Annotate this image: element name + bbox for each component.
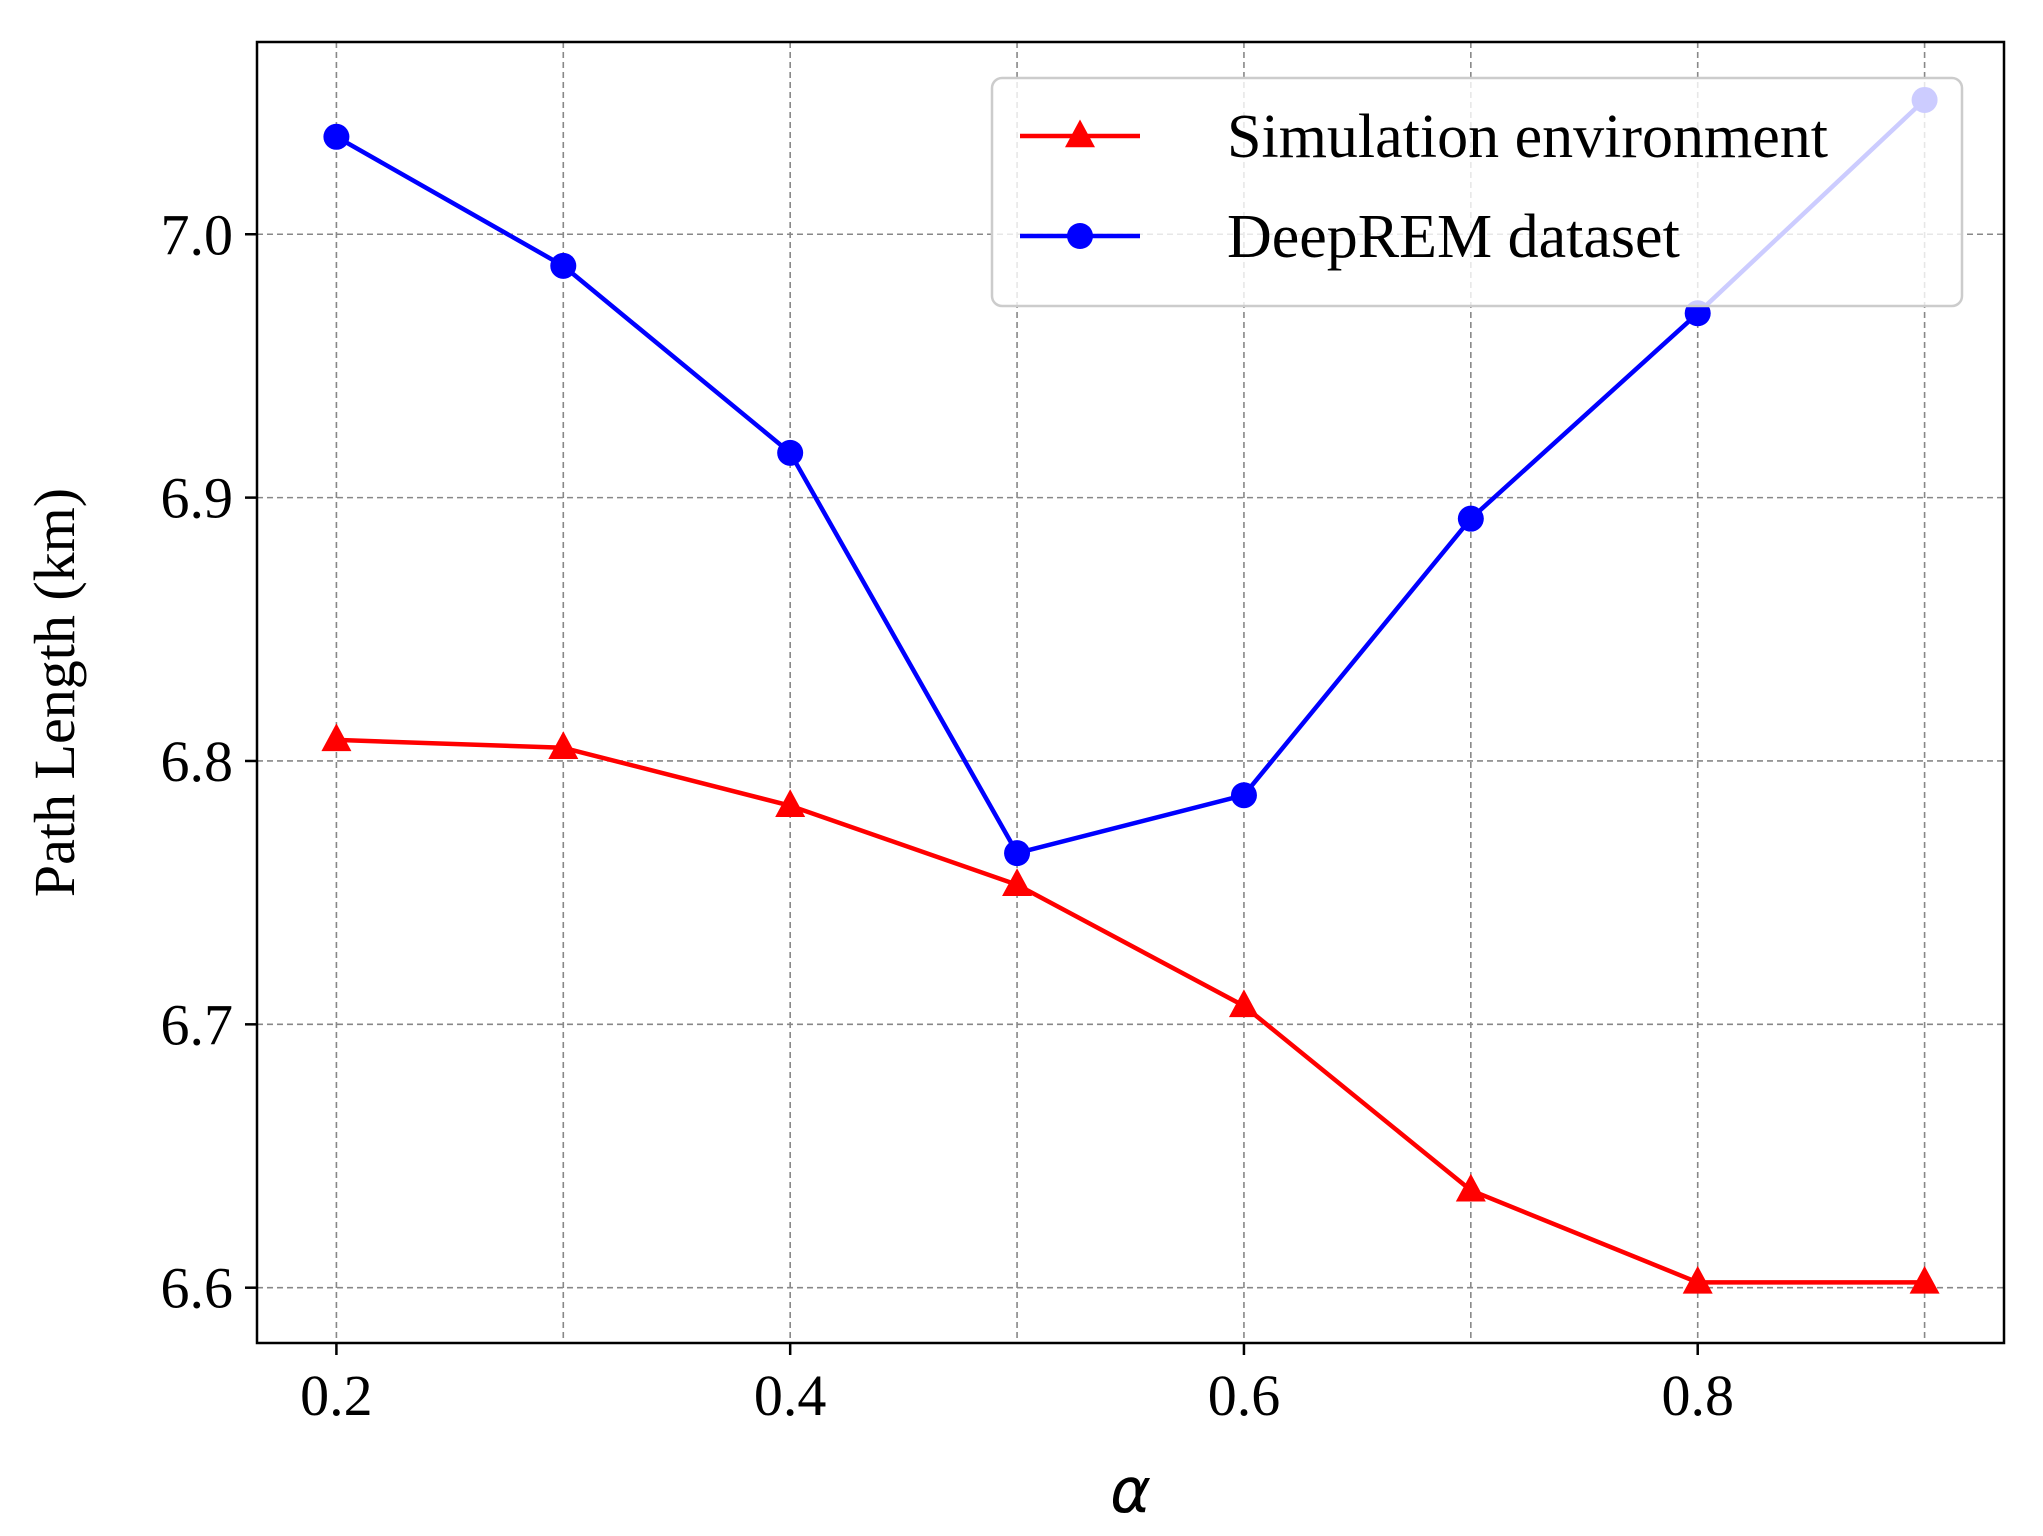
legend-label: DeepREM dataset <box>1227 203 1680 271</box>
data-point <box>777 439 804 466</box>
x-tick-label: 0.4 <box>754 1363 827 1428</box>
x-axis-label: α <box>1110 1454 1151 1527</box>
y-tick-label: 6.8 <box>161 729 234 794</box>
data-point <box>1682 1265 1713 1294</box>
data-point <box>550 252 577 279</box>
x-tick-label: 0.2 <box>300 1363 373 1428</box>
y-tick-label: 7.0 <box>161 202 234 267</box>
data-point <box>775 789 806 817</box>
data-point <box>1004 840 1031 867</box>
series-line <box>336 737 1925 1285</box>
legend-item: DeepREM dataset <box>1020 203 1680 271</box>
y-tick-label: 6.7 <box>161 992 234 1057</box>
series-2 <box>323 86 1938 867</box>
data-point <box>1002 868 1033 897</box>
data-point <box>1909 1265 1940 1294</box>
legend-item: Simulation environment <box>1020 103 1828 171</box>
series-line <box>335 98 1927 856</box>
plot-frame <box>255 40 2006 1345</box>
x-tick-label: 0.6 <box>1208 1363 1281 1428</box>
legend-label: Simulation environment <box>1227 103 1828 171</box>
data-point <box>321 723 352 752</box>
data-point <box>1230 782 1257 809</box>
y-tick-label: 6.6 <box>161 1256 234 1321</box>
legend: Simulation environment DeepREM dataset <box>990 76 1964 308</box>
y-axis-label: Path Length (km) <box>22 488 87 897</box>
data-point <box>1228 989 1259 1018</box>
axis-ticks: 0.2 0.4 0.6 0.8 6.6 6.7 6.8 6.9 7.0 <box>161 202 1734 1428</box>
legend-box <box>990 76 1964 308</box>
legend-marker <box>1067 223 1093 249</box>
x-tick-label: 0.8 <box>1661 1363 1734 1428</box>
data-point <box>1455 1173 1486 1202</box>
series-1 <box>321 723 1940 1294</box>
data-point <box>323 123 350 150</box>
y-tick-label: 6.9 <box>161 466 234 531</box>
data-point <box>1457 505 1484 532</box>
data-point <box>548 731 579 760</box>
series-layer <box>321 86 1940 1294</box>
legend-marker <box>1065 119 1095 148</box>
